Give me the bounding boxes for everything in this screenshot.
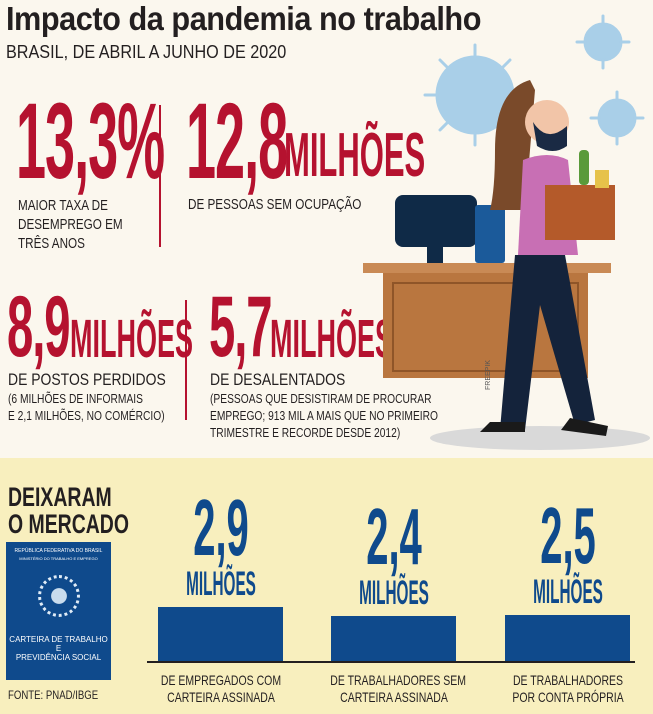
stat-unit: MILHÕES	[70, 309, 194, 369]
chart-baseline	[147, 661, 635, 663]
illustration-credit: FREEPIK	[485, 360, 492, 390]
section-title-line: O MERCADO	[8, 509, 129, 539]
bar-category-label: DE TRABALHADORES POR CONTA PRÓPRIA	[504, 672, 632, 706]
bar-value-label: 2,9	[192, 483, 249, 573]
category-line: DE TRABALHADORES SEM	[329, 672, 466, 688]
page-title: Impacto da pandemia no trabalho	[6, 0, 481, 37]
stat-note-line: E 2,1 MILHÕES, NO COMÉRCIO)	[8, 409, 165, 423]
section-title: DEIXARAM O MERCADO	[8, 484, 129, 538]
divider	[159, 105, 161, 247]
bar	[158, 607, 283, 661]
worker-illustration: FREEPIK	[363, 14, 650, 450]
bar-category-label: DE EMPREGADOS COM CARTEIRA ASSINADA	[157, 672, 285, 706]
stat-unit: MILHÕES	[284, 121, 426, 190]
category-line: DE EMPREGADOS COM	[160, 672, 281, 688]
page-subtitle: BRASIL, DE ABRIL A JUNHO DE 2020	[6, 42, 287, 62]
card-text: CARTEIRA DE TRABALHO	[9, 635, 108, 644]
stat-label-line: DESEMPREGO EM	[18, 216, 123, 233]
stat-unit: MILHÕES	[270, 309, 394, 369]
category-line: POR CONTA PRÓPRIA	[511, 689, 624, 705]
stat-value-unemployment-rate: 13,3%	[16, 80, 165, 201]
card-text: PREVIDÊNCIA SOCIAL	[15, 653, 102, 662]
bar-category-label: DE TRABALHADORES SEM CARTEIRA ASSINADA	[329, 672, 466, 706]
stat-value-jobs-lost: 8,9	[7, 279, 71, 375]
stat-note-line: (PESSOAS QUE DESISTIRAM DE PROCURAR	[210, 392, 432, 406]
bar	[505, 614, 630, 661]
stat-note-line: (6 MILHÕES DE INFORMAIS	[8, 392, 143, 406]
category-line: DE TRABALHADORES	[512, 672, 623, 688]
bar-unit-label: MILHÕES	[358, 574, 429, 613]
bar	[331, 616, 456, 661]
coat-of-arms-icon	[37, 575, 80, 617]
stat-note-line: TRIMESTRE E RECORDE DESDE 2012)	[210, 426, 401, 440]
stat-value-discouraged: 5,7	[209, 279, 273, 375]
work-card-icon: REPÚBLICA FEDERATIVA DO BRASIL MINISTÉRI…	[6, 542, 111, 680]
stat-note: (PESSOAS QUE DESISTIRAM DE PROCURAR EMPR…	[210, 391, 438, 442]
stat-label-line: TRÊS ANOS	[18, 235, 85, 252]
category-line: CARTEIRA ASSINADA	[166, 689, 275, 705]
bar-value-label: 2,4	[365, 492, 422, 582]
stat-value-unoccupied: 12,8	[186, 80, 288, 201]
source-note: FONTE: PNAD/IBGE	[8, 688, 99, 702]
stat-label-line: MAIOR TAXA DE	[18, 197, 108, 214]
stat-label: DE PESSOAS SEM OCUPAÇÃO	[188, 196, 362, 213]
stat-note-line: EMPREGO; 913 MIL A MAIS QUE NO PRIMEIRO	[210, 409, 439, 423]
stat-note: (6 MILHÕES DE INFORMAIS E 2,1 MILHÕES, N…	[8, 391, 165, 425]
divider	[185, 300, 187, 420]
card-text: E	[55, 644, 62, 653]
stat-label: DE POSTOS PERDIDOS	[8, 370, 166, 389]
bar-unit-label: MILHÕES	[532, 572, 603, 611]
bar-unit-label: MILHÕES	[185, 565, 256, 604]
category-line: CARTEIRA ASSINADA	[339, 689, 448, 705]
bar-value-label: 2,5	[539, 490, 596, 580]
card-text: REPÚBLICA FEDERATIVA DO BRASIL	[14, 548, 103, 554]
virus-icon	[423, 14, 645, 147]
stat-label: DE DESALENTADOS	[210, 370, 346, 389]
stat-label: MAIOR TAXA DE DESEMPREGO EM TRÊS ANOS	[18, 196, 123, 253]
card-text: MINISTÉRIO DO TRABALHO E EMPREGO	[19, 556, 98, 561]
section-title-line: DEIXARAM	[8, 482, 112, 512]
